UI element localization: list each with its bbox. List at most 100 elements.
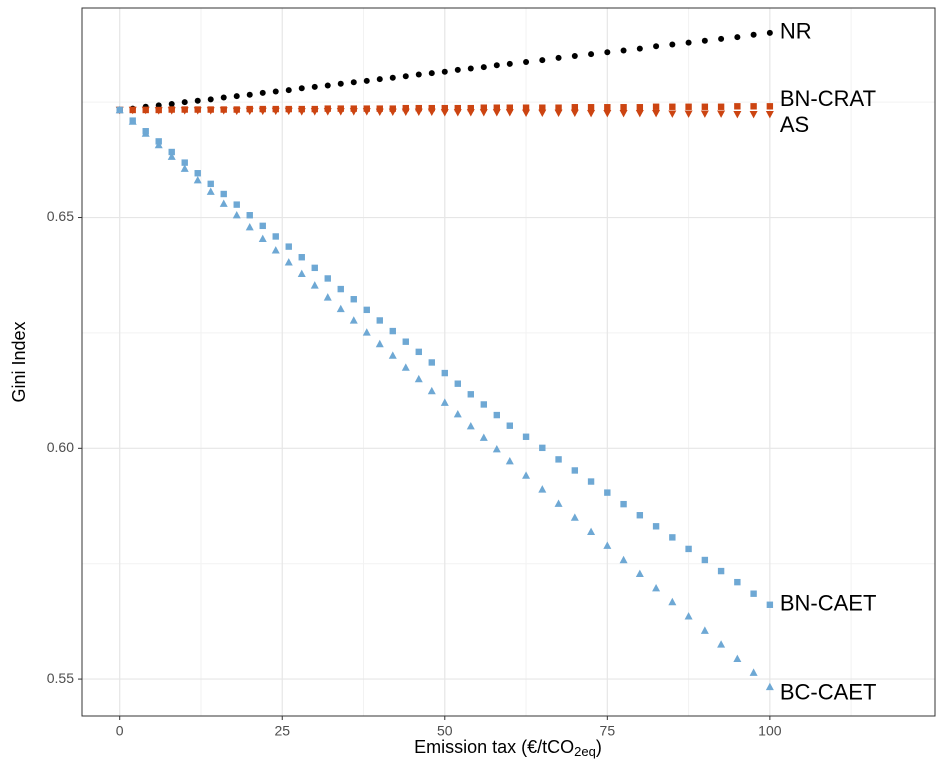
point bbox=[298, 254, 305, 261]
point bbox=[492, 109, 501, 117]
point bbox=[167, 152, 176, 160]
point bbox=[376, 317, 383, 324]
point bbox=[603, 110, 612, 118]
point bbox=[555, 456, 562, 463]
point bbox=[441, 68, 448, 75]
x-axis-title: Emission tax (€/tCO2eq) bbox=[414, 737, 602, 760]
point bbox=[285, 87, 292, 94]
point bbox=[272, 88, 279, 95]
point bbox=[750, 590, 757, 597]
point bbox=[603, 541, 612, 549]
point bbox=[284, 107, 293, 116]
point bbox=[310, 281, 319, 289]
point bbox=[668, 110, 677, 118]
point bbox=[701, 103, 709, 110]
point bbox=[554, 109, 563, 117]
point bbox=[587, 104, 595, 111]
x-tick-label: 100 bbox=[758, 723, 782, 739]
point bbox=[311, 83, 318, 90]
point bbox=[375, 108, 384, 117]
point bbox=[570, 513, 579, 521]
point bbox=[194, 170, 201, 177]
point bbox=[180, 164, 189, 172]
point bbox=[636, 104, 644, 111]
point bbox=[168, 148, 175, 156]
x-tick-label: 25 bbox=[274, 723, 290, 739]
point bbox=[181, 159, 188, 166]
point bbox=[717, 567, 725, 575]
point bbox=[493, 104, 500, 111]
point bbox=[620, 47, 627, 54]
point bbox=[652, 103, 660, 110]
point bbox=[571, 467, 579, 474]
point bbox=[324, 275, 331, 282]
point bbox=[272, 233, 279, 240]
point bbox=[453, 409, 462, 418]
point bbox=[402, 104, 409, 112]
point bbox=[619, 555, 628, 564]
point bbox=[480, 64, 487, 71]
point bbox=[652, 523, 660, 530]
point bbox=[749, 110, 758, 119]
point bbox=[427, 386, 436, 395]
point bbox=[207, 180, 214, 188]
point bbox=[539, 57, 546, 64]
point bbox=[428, 359, 435, 366]
point bbox=[233, 93, 240, 100]
point bbox=[363, 306, 370, 314]
point bbox=[506, 422, 514, 429]
point bbox=[427, 108, 436, 117]
point bbox=[350, 296, 357, 303]
point bbox=[141, 106, 150, 115]
point bbox=[493, 411, 500, 419]
point bbox=[587, 478, 595, 485]
point bbox=[734, 578, 741, 586]
point bbox=[505, 109, 514, 117]
point bbox=[337, 285, 344, 293]
point bbox=[733, 654, 742, 662]
point bbox=[115, 105, 124, 114]
point bbox=[207, 96, 214, 103]
point bbox=[297, 108, 306, 116]
point bbox=[441, 369, 448, 377]
point bbox=[620, 500, 627, 508]
point bbox=[323, 108, 332, 116]
point bbox=[554, 499, 563, 507]
point bbox=[401, 363, 410, 371]
point bbox=[349, 108, 358, 116]
point bbox=[467, 65, 474, 72]
point bbox=[233, 201, 240, 208]
point bbox=[401, 108, 410, 117]
point bbox=[652, 110, 661, 118]
point bbox=[415, 348, 422, 356]
point bbox=[700, 626, 709, 634]
point bbox=[717, 640, 726, 648]
point bbox=[587, 527, 596, 536]
point bbox=[766, 601, 774, 608]
point bbox=[259, 222, 266, 230]
point bbox=[128, 117, 137, 125]
point bbox=[619, 110, 628, 118]
point bbox=[181, 99, 188, 106]
y-tick-label: 0.65 bbox=[47, 208, 74, 224]
point bbox=[636, 45, 643, 52]
point bbox=[414, 108, 423, 117]
point bbox=[154, 140, 163, 149]
point bbox=[259, 89, 266, 96]
point bbox=[466, 109, 475, 117]
point bbox=[733, 110, 742, 119]
point bbox=[636, 512, 644, 519]
point bbox=[194, 97, 201, 104]
point bbox=[206, 187, 215, 195]
point bbox=[128, 106, 137, 115]
point bbox=[604, 104, 611, 111]
point bbox=[349, 316, 358, 324]
point bbox=[246, 212, 253, 219]
point bbox=[506, 60, 513, 67]
series-label: BN-CRAT bbox=[780, 86, 876, 111]
point bbox=[219, 199, 228, 207]
point bbox=[376, 105, 383, 112]
panel bbox=[82, 8, 935, 716]
y-tick-label: 0.55 bbox=[47, 670, 74, 686]
